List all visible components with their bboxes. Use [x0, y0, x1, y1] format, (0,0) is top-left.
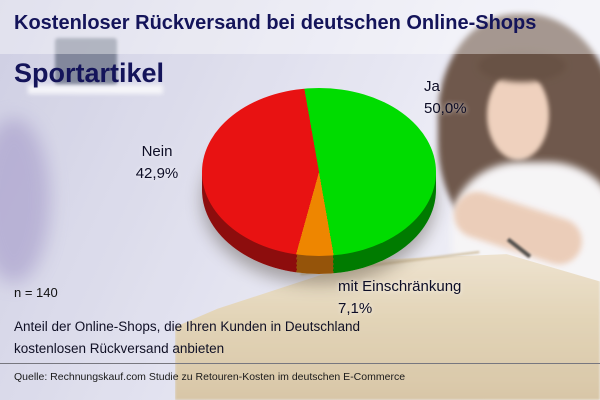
footer-divider [0, 363, 600, 364]
photo-woman-hair [438, 14, 600, 249]
photo-woman-face [487, 70, 549, 160]
pie-top [202, 88, 436, 256]
photo-pen [506, 237, 532, 259]
pie-chart [202, 88, 436, 276]
pie-label-nein-value: 42,9% [135, 165, 179, 182]
pie-label-nein: Nein 42,9% [123, 141, 191, 185]
category-title: Sportartikel [14, 58, 165, 88]
source-text: Quelle: Rechnungskauf.com Studie zu Reto… [14, 371, 406, 383]
pie-label-einschraenkung-text: mit Einschränkung [338, 278, 462, 295]
pie-label-ja-text: Ja [424, 78, 440, 95]
photo-woman-arm [448, 185, 588, 271]
page-title: Kostenloser Rückversand bei deutschen On… [14, 12, 537, 34]
caption-line-2: kostenlosen Rückversand anbieten [14, 341, 225, 356]
pie-label-einschraenkung: mit Einschränkung 7,1% [338, 276, 461, 320]
photo-woman-shirt [452, 162, 600, 307]
pie-label-nein-text: Nein [141, 143, 173, 160]
sample-size: n = 140 [14, 285, 58, 300]
photo-background-blob [0, 118, 50, 283]
caption-line-1: Anteil der Online-Shops, die Ihren Kunde… [14, 319, 360, 334]
pie-label-einschraenkung-value: 7,1% [338, 300, 373, 317]
pie-label-ja-value: 50,0% [424, 100, 467, 117]
photo-woman-bangs [478, 50, 566, 82]
pie-label-ja: Ja 50,0% [424, 76, 467, 120]
caption: Anteil der Online-Shops, die Ihren Kunde… [14, 316, 360, 360]
